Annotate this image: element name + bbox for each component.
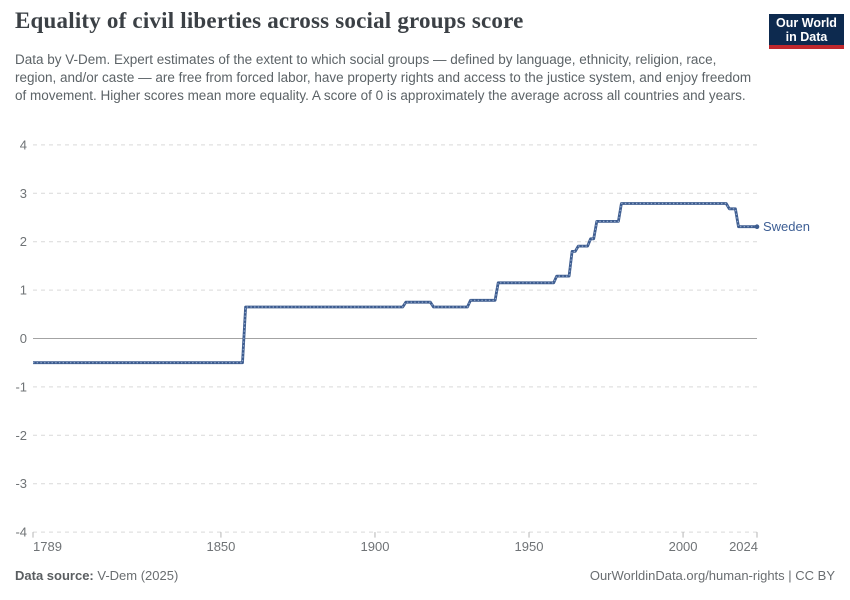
series-line-texture — [33, 202, 757, 364]
x-axis-label: 2024 — [729, 539, 758, 554]
y-axis-label: 3 — [20, 186, 27, 201]
data-source-value: V-Dem (2025) — [93, 568, 179, 583]
chart-subtitle: Data by V-Dem. Expert estimates of the e… — [15, 52, 752, 103]
series-label-sweden[interactable]: Sweden — [763, 219, 810, 234]
x-axis-label: 2000 — [669, 539, 698, 554]
y-axis-label: -3 — [15, 476, 27, 491]
y-axis-label: 2 — [20, 234, 27, 249]
y-axis-label: 0 — [20, 331, 27, 346]
data-source: Data source: V-Dem (2025) — [15, 568, 178, 583]
owid-logo-line1: Our World — [776, 15, 837, 30]
x-axis-label: 1950 — [515, 539, 544, 554]
y-axis-label: -2 — [15, 428, 27, 443]
x-axis-label: 1900 — [361, 539, 390, 554]
series-end-dot — [754, 224, 760, 229]
data-source-label: Data source: — [15, 568, 94, 583]
credit-link[interactable]: OurWorldinData.org/human-rights | CC BY — [589, 568, 835, 583]
x-axis-label: 1850 — [206, 539, 235, 554]
y-axis-label: -4 — [15, 525, 27, 540]
y-axis-label: 4 — [20, 137, 27, 152]
owid-logo-line2: in Data — [785, 29, 828, 44]
page-title: Equality of civil liberties across socia… — [15, 8, 524, 33]
x-axis-label: 1789 — [33, 539, 62, 554]
y-axis-label: -1 — [15, 379, 27, 394]
chart-footer: Data source: V-Dem (2025) OurWorldinData… — [15, 568, 835, 583]
owid-logo[interactable]: Our World in Data — [769, 14, 844, 49]
y-axis-label: 1 — [20, 283, 27, 298]
